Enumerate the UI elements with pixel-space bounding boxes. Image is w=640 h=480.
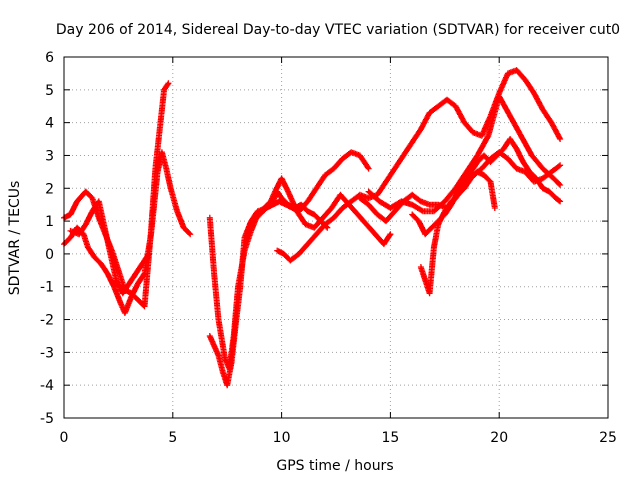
x-axis-label: GPS time / hours	[276, 458, 393, 474]
x-tick-label: 10	[273, 430, 291, 446]
x-tick-label: 5	[168, 430, 177, 446]
y-tick-label: 2	[45, 181, 54, 197]
y-tick-label: 6	[45, 50, 54, 66]
series-track-c	[67, 198, 152, 297]
y-tick-label: 1	[45, 214, 54, 230]
y-tick-label: -3	[40, 345, 54, 361]
x-tick-label: 15	[381, 430, 399, 446]
series-track-i	[417, 168, 498, 297]
series-track-f	[274, 67, 564, 264]
x-tick-label: 20	[490, 430, 508, 446]
gridlines	[64, 57, 608, 418]
plot-frame	[63, 56, 609, 419]
y-tick-label: 5	[45, 83, 54, 99]
y-tick-label: 3	[45, 148, 54, 164]
y-axis-label: SDTVAR / TECUs	[7, 181, 23, 296]
axis-ticks: 0 5 10 15 20 25 -5 -4 -3 -2 -1 0 1 2 3 4 5 6	[40, 50, 617, 446]
series-track-h	[409, 136, 564, 238]
y-tick-label: -5	[40, 411, 54, 427]
y-tick-label: -4	[40, 378, 54, 394]
y-tick-label: -2	[40, 313, 54, 329]
y-tick-label: -1	[40, 280, 54, 296]
data-marks	[61, 67, 564, 389]
chart-title: Day 206 of 2014, Sidereal Day-to-day VTE…	[56, 22, 620, 38]
y-tick-label: 0	[45, 247, 54, 263]
x-tick-label: 0	[60, 430, 69, 446]
series-track-j	[365, 93, 564, 215]
series-track-k	[250, 188, 331, 231]
y-tick-label: 4	[45, 116, 54, 132]
x-tick-label: 25	[599, 430, 617, 446]
